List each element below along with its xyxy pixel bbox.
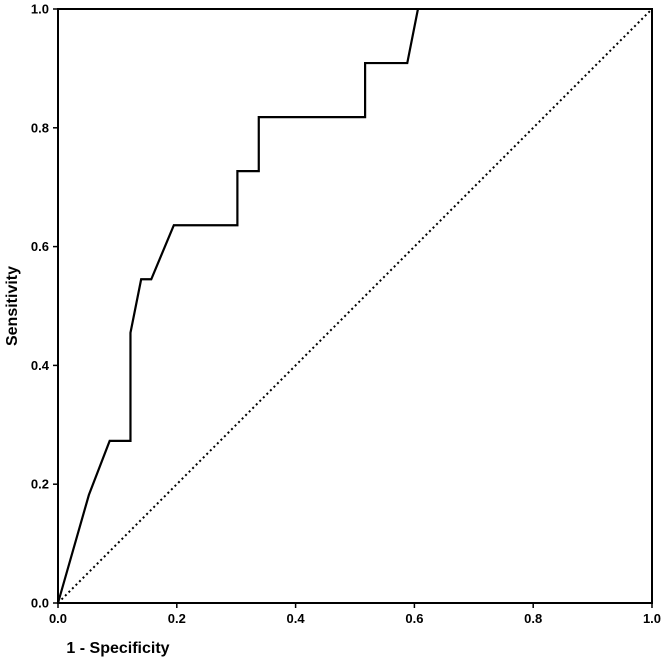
- x-axis-label: 1 - Specificity: [66, 640, 169, 657]
- y-tick-label: 0.0: [31, 596, 49, 611]
- y-tick-label: 0.8: [31, 120, 49, 135]
- x-tick-label: 0.6: [405, 611, 423, 626]
- y-tick-label: 0.2: [31, 477, 49, 492]
- roc-curve-line: [56, 8, 420, 604]
- x-tick-label: 0.8: [524, 611, 542, 626]
- y-axis-label: Sensitivity: [4, 266, 21, 346]
- x-tick-label: 0.4: [287, 611, 306, 626]
- x-tick-label: 0.0: [49, 611, 67, 626]
- x-tick-label: 1.0: [643, 611, 661, 626]
- y-tick-label: 1.0: [31, 2, 49, 17]
- plot-lines: [56, 8, 653, 604]
- x-axis-ticks: 0.0 0.2 0.4 0.6 0.8 1.0: [49, 603, 661, 626]
- x-tick-label: 0.2: [168, 611, 186, 626]
- reference-diagonal-line: [57, 8, 653, 604]
- y-tick-label: 0.6: [31, 239, 49, 254]
- plot-frame: [57, 8, 653, 604]
- y-axis-ticks: 0.0 0.2 0.4 0.6 0.8 1.0: [31, 2, 58, 611]
- y-tick-label: 0.4: [31, 358, 50, 373]
